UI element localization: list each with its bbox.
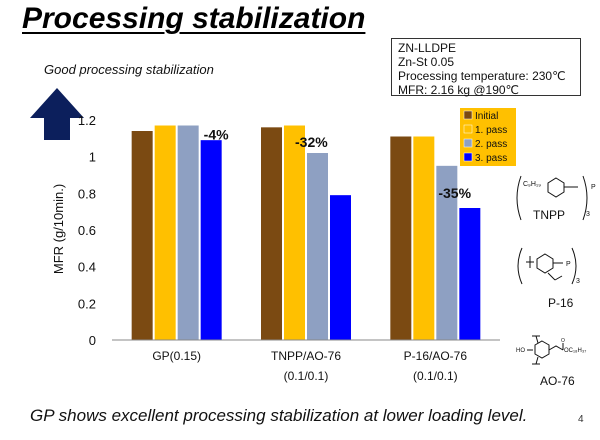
legend-swatch — [463, 110, 473, 120]
tnpp-benzene-ring — [547, 177, 565, 198]
y-tick-label: 1.2 — [78, 113, 96, 128]
x-tick-sublabel: (0.1/0.1) — [413, 369, 458, 383]
footer-statement: GP shows excellent processing stabilizat… — [30, 406, 528, 425]
legend-swatch — [463, 152, 473, 162]
bar-initial-3 — [390, 136, 412, 340]
bar-initial-1 — [131, 131, 153, 340]
bar-series — [131, 125, 481, 340]
condition-temperature: Processing temperature: 230℃ — [398, 69, 566, 83]
ao76-oxygen: O — [561, 338, 565, 344]
tnpp-phosphorus: P — [591, 184, 596, 191]
subtitle: Good processing stabilization — [44, 62, 214, 77]
ao76-hydroxyl: HO — [516, 348, 525, 354]
legend-entry: 1. pass — [475, 125, 507, 136]
bar-1-pass-2 — [284, 125, 305, 340]
tnpp-chain-label: C₉H₁₉ — [523, 181, 541, 188]
y-axis-label: MFR (g/10min.) — [51, 184, 66, 274]
bar-1-pass-1 — [154, 125, 176, 340]
ao76-ester: OC₁₈H₃₇ — [564, 348, 586, 354]
tnpp-bracket-left — [516, 175, 522, 221]
percent-change-annotation: -4% — [204, 127, 229, 143]
legend-entry: Initial — [475, 111, 498, 122]
x-tick-sublabel: (0.1/0.1) — [284, 369, 329, 383]
bar-2-pass-2 — [307, 153, 328, 340]
bar-initial-2 — [261, 127, 282, 340]
bar-2-pass-1 — [177, 125, 199, 340]
page-number: 4 — [578, 414, 584, 425]
p16-bracket-left — [517, 247, 523, 285]
tnpp-bracket-right — [582, 175, 588, 221]
bar-3-pass-1 — [200, 140, 222, 340]
condition-mfr: MFR: 2.16 kg @190℃ — [398, 83, 520, 97]
legend: Initial 1. pass 2. pass 3. pass — [460, 108, 516, 166]
bar-2-pass-3 — [436, 165, 458, 340]
up-arrow-icon — [30, 88, 84, 140]
y-tick-label: 0 — [89, 333, 96, 348]
y-tick-label: 0.6 — [78, 223, 96, 238]
y-tick-label: 0.2 — [78, 296, 96, 311]
percent-change-annotation: -35% — [438, 185, 471, 201]
y-axis-ticks: 0 0.2 0.4 0.6 0.8 1 1.2 — [78, 113, 96, 348]
ao76-benzene-ring — [534, 340, 550, 359]
p16-subscript: 3 — [576, 278, 580, 285]
p16-phosphorus: P — [566, 261, 571, 268]
y-tick-label: 0.8 — [78, 186, 96, 201]
x-tick-label: P-16/AO-76 — [404, 349, 468, 363]
legend-entry: 2. pass — [475, 139, 507, 150]
p16-benzene-ring — [536, 253, 554, 274]
bar-3-pass-3 — [459, 208, 481, 340]
condition-polymer: ZN-LLDPE — [398, 41, 457, 55]
tnpp-label: TNPP — [533, 208, 565, 222]
tnpp-subscript: 3 — [586, 211, 590, 218]
legend-swatch — [463, 124, 473, 134]
p16-label: P-16 — [548, 296, 574, 310]
p16-bracket-right — [571, 247, 577, 285]
ao76-label: AO-76 — [540, 374, 575, 388]
percent-change-annotation: -32% — [295, 134, 328, 150]
x-tick-label: TNPP/AO-76 — [271, 349, 341, 363]
x-tick-label: GP(0.15) — [152, 349, 201, 363]
percent-annotations: -4% -32% -35% — [204, 127, 472, 202]
ao76-chain — [548, 345, 564, 351]
bar-3-pass-2 — [330, 195, 351, 340]
p16-tbu-bottom — [547, 272, 556, 281]
legend-entry: 3. pass — [475, 153, 507, 164]
ao76-tbu-bottom — [535, 356, 539, 365]
x-axis-labels: GP(0.15) TNPP/AO-76 (0.1/0.1) P-16/AO-76 (0.… — [152, 349, 467, 383]
legend-swatch — [463, 138, 473, 148]
p16-tbu-bottom-b — [554, 275, 563, 281]
bar-1-pass-3 — [413, 136, 435, 340]
conditions-box: ZN-LLDPE Zn-St 0.05 Processing temperatu… — [391, 38, 581, 97]
y-tick-label: 0.4 — [78, 260, 96, 275]
ao76-tbu-top — [535, 335, 539, 344]
y-tick-label: 1 — [89, 150, 96, 165]
page-title: Processing stabilization — [22, 2, 366, 35]
condition-additive: Zn-St 0.05 — [398, 55, 455, 69]
